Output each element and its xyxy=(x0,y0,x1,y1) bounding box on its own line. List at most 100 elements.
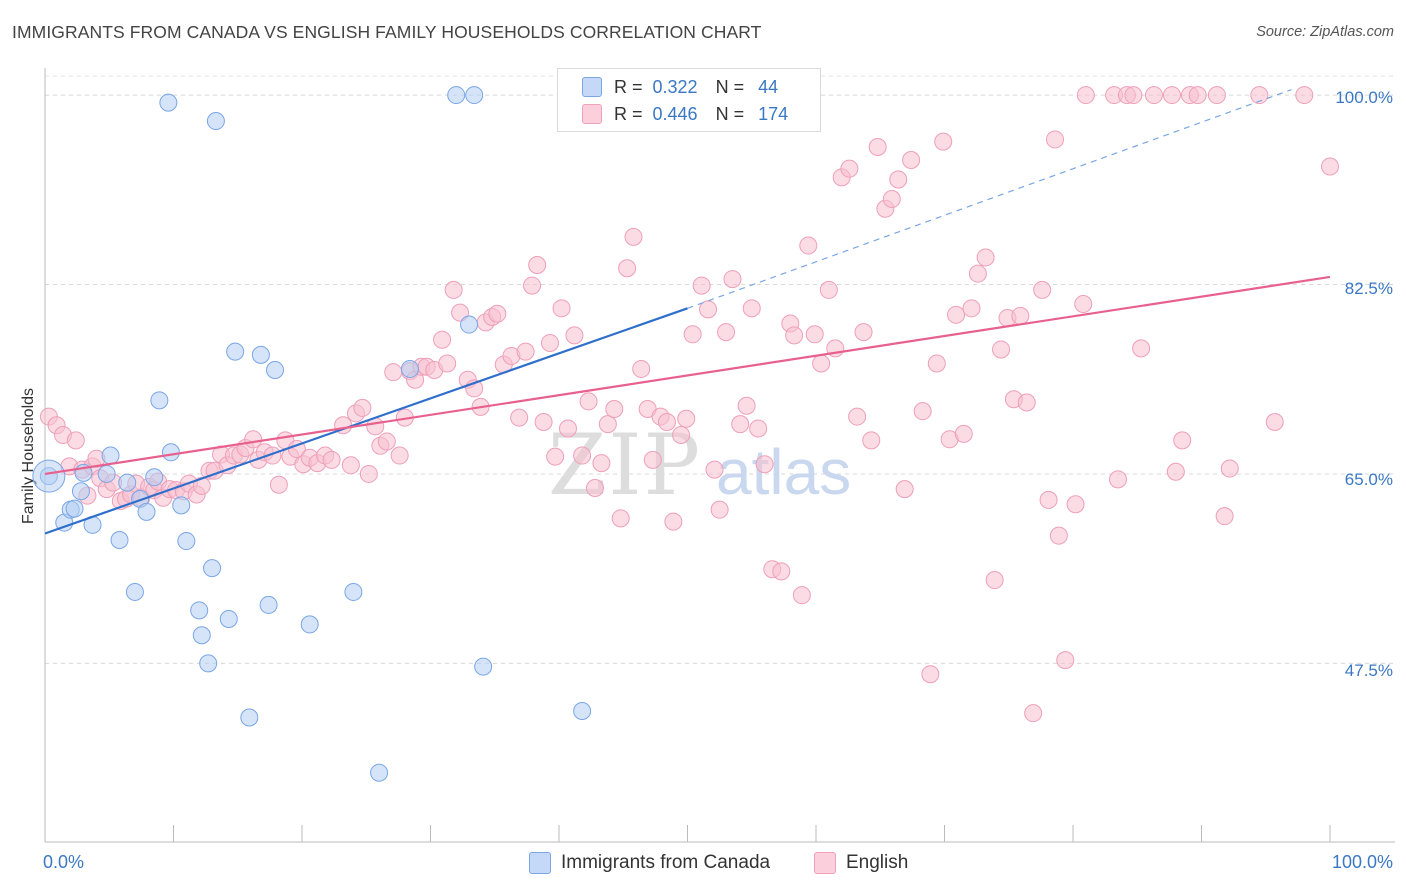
english-point xyxy=(1173,431,1192,450)
canada-point xyxy=(203,559,222,578)
canada-point xyxy=(219,610,238,629)
english-point xyxy=(1033,280,1052,299)
english-point xyxy=(992,340,1011,359)
canada-point xyxy=(400,359,419,378)
english-point xyxy=(962,299,981,318)
english-point xyxy=(1056,651,1075,670)
english-point xyxy=(848,407,867,426)
legend-swatch-blue xyxy=(529,852,551,874)
english-point xyxy=(1017,393,1036,412)
english-point xyxy=(618,259,637,278)
english-point xyxy=(921,665,940,684)
legend-n-value: 174 xyxy=(758,103,789,124)
legend-row-canada: R = 0.322 N = 44 xyxy=(582,75,778,99)
english-point xyxy=(889,170,908,189)
english-point xyxy=(749,419,768,438)
english-point xyxy=(1039,490,1058,509)
english-point xyxy=(954,424,973,443)
canada-point xyxy=(97,464,116,483)
canada-point xyxy=(161,443,180,462)
english-point xyxy=(1132,339,1151,358)
canada-point xyxy=(192,626,211,645)
english-point xyxy=(731,415,750,434)
canada-point xyxy=(344,582,363,601)
english-point xyxy=(1046,130,1065,149)
legend-r-label: R = xyxy=(614,103,643,124)
legend-swatch-blue xyxy=(582,77,602,97)
legend-label: Immigrants from Canada xyxy=(561,852,771,873)
y-tick-label: 82.5% xyxy=(1344,279,1393,298)
english-point xyxy=(1265,412,1284,431)
english-point xyxy=(968,264,987,283)
english-point xyxy=(523,276,542,295)
english-point xyxy=(717,323,736,342)
legend-r-value: 0.446 xyxy=(652,103,698,124)
english-point xyxy=(692,276,711,295)
canada-point xyxy=(474,657,493,676)
english-point xyxy=(737,396,756,415)
english-point xyxy=(565,326,584,345)
english-point xyxy=(1215,507,1234,526)
english-point xyxy=(534,412,553,431)
english-point xyxy=(840,159,859,178)
english-point xyxy=(812,354,831,373)
english-point xyxy=(353,398,372,417)
english-point xyxy=(947,305,966,324)
legend-r-label: R = xyxy=(614,76,643,97)
english-point xyxy=(895,480,914,499)
canada-point xyxy=(226,342,245,361)
english-point xyxy=(632,359,651,378)
legend-n-label: N = xyxy=(715,103,745,124)
legend-row-english: R = 0.446 N = 174 xyxy=(582,102,788,126)
canada-point xyxy=(240,708,259,727)
canada-point xyxy=(172,496,191,515)
legend-item-english: English xyxy=(814,852,908,874)
canada-point xyxy=(65,499,84,518)
legend-item-canada: Immigrants from Canada xyxy=(529,852,770,874)
english-point xyxy=(868,138,887,157)
english-point xyxy=(657,412,676,431)
english-point xyxy=(742,299,761,318)
english-point xyxy=(672,425,691,444)
english-point xyxy=(585,479,604,498)
english-point xyxy=(598,415,617,434)
source-label: Source: ZipAtlas.com xyxy=(1256,24,1394,40)
legend-n-value: 44 xyxy=(758,76,779,97)
english-point xyxy=(913,402,932,421)
english-point xyxy=(516,342,535,361)
chart-title: IMMIGRANTS FROM CANADA VS ENGLISH FAMILY… xyxy=(12,22,762,42)
canada-point xyxy=(460,315,479,334)
canada-point xyxy=(370,763,389,782)
english-point xyxy=(902,151,921,170)
english-point xyxy=(541,333,560,352)
canada-point xyxy=(573,702,592,721)
english-point xyxy=(934,132,953,151)
y-tick-label: 100.0% xyxy=(1335,88,1393,107)
english-point xyxy=(573,446,592,465)
english-point xyxy=(1108,470,1127,489)
english-point xyxy=(683,325,702,344)
x-tick-label-left: 0.0% xyxy=(43,852,85,872)
canada-point xyxy=(118,473,137,492)
y-tick-label: 47.5% xyxy=(1344,661,1393,680)
english-point xyxy=(384,363,403,382)
english-point xyxy=(1220,459,1239,478)
x-tick-label-right: 100.0% xyxy=(1331,852,1393,872)
english-point xyxy=(552,299,571,318)
english-point xyxy=(592,454,611,473)
english-point xyxy=(611,509,630,528)
english-point xyxy=(819,280,838,299)
english-point xyxy=(546,447,565,466)
english-point xyxy=(699,300,718,319)
canada-point xyxy=(159,93,178,112)
canada-point xyxy=(300,615,319,634)
canada-point xyxy=(447,86,466,105)
english-point xyxy=(1188,86,1207,105)
english-point xyxy=(677,409,696,428)
english-point xyxy=(558,419,577,438)
english-point xyxy=(710,500,729,519)
canada-point xyxy=(206,112,225,131)
english-point xyxy=(488,304,507,323)
english-point xyxy=(579,392,598,411)
english-point xyxy=(1321,157,1339,176)
